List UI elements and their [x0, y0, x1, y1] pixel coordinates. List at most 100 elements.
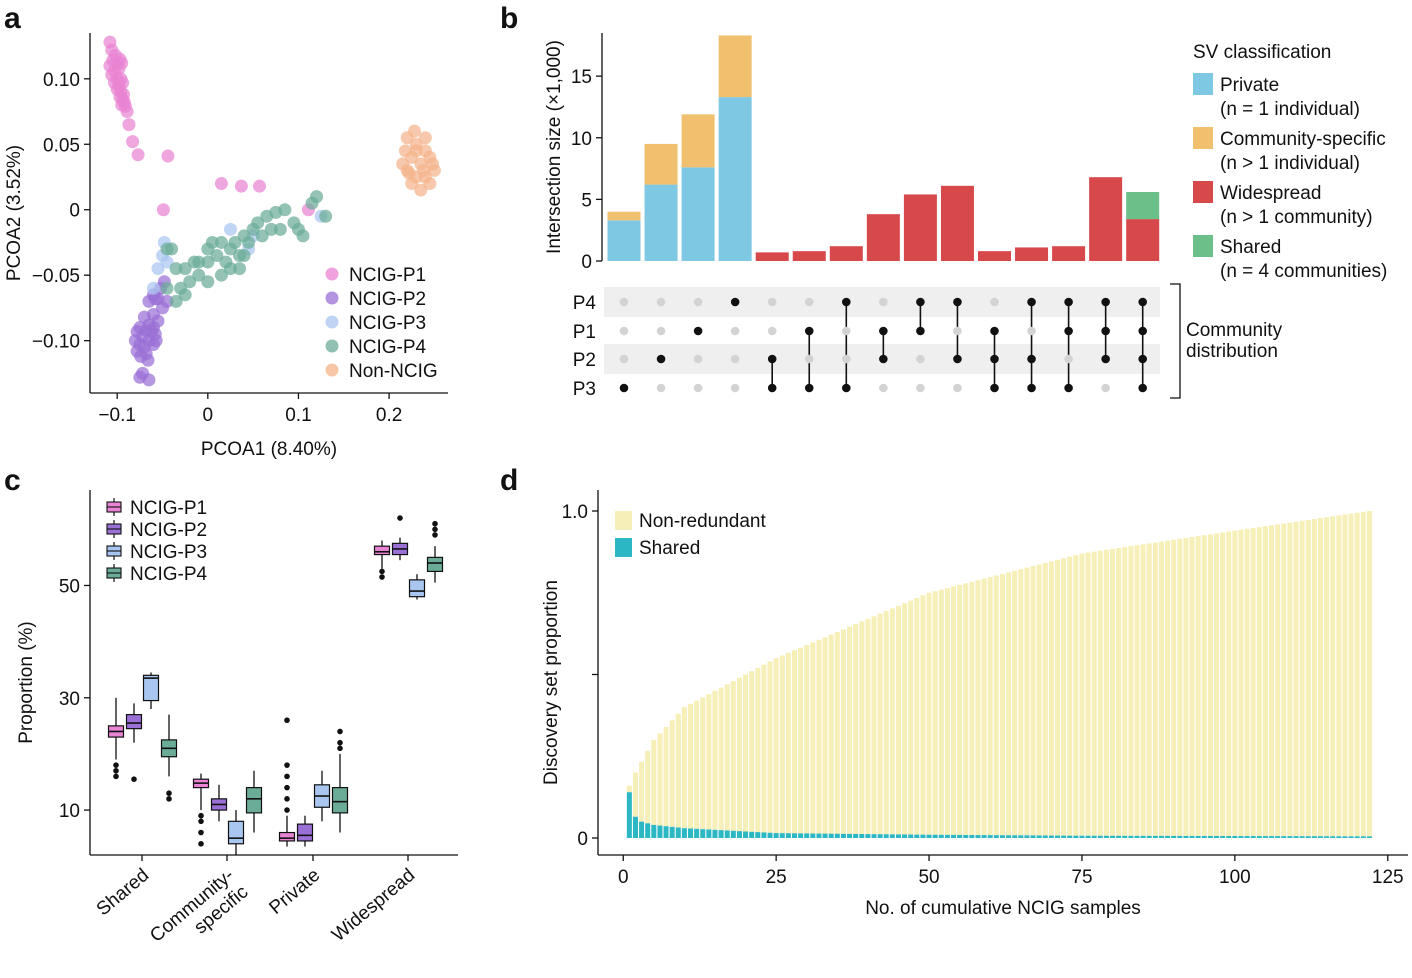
matrix-dot-off [619, 297, 629, 307]
bar-shared [718, 830, 724, 838]
bar-nonredundant [1189, 537, 1195, 836]
bar-shared [1220, 836, 1226, 838]
scatter-point-ncig-p4 [223, 262, 237, 276]
box-outlier-private-ncig-p4 [337, 739, 343, 746]
bar-shared [1189, 835, 1195, 838]
bar-nonredundant [669, 720, 675, 827]
bar-nonredundant [1140, 544, 1146, 836]
scatter-point-ncig-p2 [141, 353, 155, 367]
bar-shared [969, 835, 975, 838]
panel-label-d: d [500, 464, 518, 497]
bar-nonredundant [834, 631, 840, 834]
bar-nonredundant [804, 645, 810, 834]
bar-nonredundant [724, 684, 730, 831]
bar-nonredundant [1134, 545, 1140, 836]
bar-shared [1262, 836, 1268, 838]
bar-shared [736, 831, 742, 838]
box-outlier-shared-ncig-p1 [113, 773, 119, 780]
bar-shared [645, 823, 651, 838]
scatter-point-ncig-p4 [210, 249, 224, 263]
bar-nonredundant [736, 677, 742, 832]
bar-nonredundant [706, 694, 712, 830]
bar-shared [669, 826, 675, 838]
bar-shared [681, 828, 687, 838]
scatter-point-ncig-p4 [319, 209, 333, 223]
legend-swatch-ncig-p1 [325, 267, 339, 281]
bar-shared [651, 824, 657, 838]
bar-nonredundant [1048, 561, 1054, 836]
bar-shared [810, 833, 816, 838]
bar-nonredundant [1006, 572, 1012, 836]
matrix-dot-off [804, 297, 814, 307]
bar-shared [828, 833, 834, 838]
bar-nonredundant [1214, 533, 1220, 836]
bar-shared [1152, 835, 1158, 838]
bar-shared [895, 834, 901, 838]
legend-label-non-ncig: Non-NCIG [349, 361, 438, 382]
matrix-dot-on [1064, 297, 1073, 307]
bar-shared [773, 833, 779, 838]
bar-shared [1195, 835, 1201, 838]
scatter-point-ncig-p1 [214, 177, 228, 191]
bar-nonredundant [1079, 553, 1085, 836]
y-axis-title: Intersection size (×1,000) [544, 40, 565, 254]
bar-shared [1048, 835, 1054, 838]
y-tick-label: 30 [59, 689, 80, 710]
bar-shared [1244, 836, 1250, 838]
x-tick-label: 100 [1219, 867, 1251, 888]
bar-nonredundant [1122, 547, 1128, 836]
matrix-dot-on [1064, 383, 1073, 393]
bar-nonredundant [1146, 543, 1152, 836]
legend-title: SV classification [1193, 42, 1331, 63]
bar-nonredundant [1097, 550, 1103, 836]
bar-nonredundant [1220, 532, 1226, 837]
bar-nonredundant [1110, 548, 1116, 836]
bar-nonredundant [1018, 569, 1024, 836]
matrix-dot-on [1027, 354, 1036, 364]
matrix-row-label: P2 [573, 350, 596, 371]
x-tick-label-line: Shared [93, 865, 153, 920]
bar-shared [883, 834, 889, 838]
bar-segment-widespread [1126, 219, 1160, 261]
scatter-point-ncig-p4 [228, 235, 242, 249]
scatter-point-non-ncig [426, 157, 440, 171]
matrix-dot-off [730, 354, 740, 364]
matrix-dot-off [1027, 326, 1036, 336]
bar-shared [1269, 836, 1275, 838]
matrix-dot-on [804, 326, 814, 336]
bar-segment-community-specific [718, 35, 752, 98]
bar-nonredundant [828, 634, 834, 834]
scatter-point-ncig-p4 [296, 229, 310, 243]
bar-nonredundant [700, 697, 706, 830]
bar-nonredundant [681, 707, 687, 829]
matrix-dot-off [953, 326, 962, 336]
matrix-dot-off [767, 297, 777, 307]
bar-shared [767, 832, 773, 838]
y-tick-label: 10 [571, 129, 592, 150]
bar-nonredundant [663, 726, 669, 827]
bar-nonredundant [914, 597, 920, 835]
bar-shared [1287, 836, 1293, 838]
matrix-dot-on [990, 354, 999, 364]
bar-shared [999, 835, 1005, 838]
bar-nonredundant [1232, 530, 1238, 837]
bar-shared [632, 816, 638, 838]
scatter-point-ncig-p1 [252, 179, 266, 193]
bar-shared [1311, 836, 1317, 838]
bar-nonredundant [883, 611, 889, 835]
bar-shared [926, 834, 932, 838]
bar-nonredundant [755, 667, 761, 833]
scatter-point-ncig-p4 [214, 268, 228, 282]
legend-label-shared: Shared [1220, 237, 1281, 258]
box-outlier-shared-ncig-p4 [166, 790, 172, 797]
x-tick-label: 125 [1372, 867, 1404, 888]
legend-detail-shared: (n = 4 communities) [1220, 261, 1387, 282]
bar-shared [847, 833, 853, 838]
bar-shared [1214, 835, 1220, 838]
bar-shared [755, 832, 761, 838]
bar-nonredundant [1054, 559, 1060, 836]
scatter-point-non-ncig [409, 144, 423, 158]
matrix-dot-off [879, 383, 888, 393]
box-private-ncig-p2 [296, 823, 314, 842]
